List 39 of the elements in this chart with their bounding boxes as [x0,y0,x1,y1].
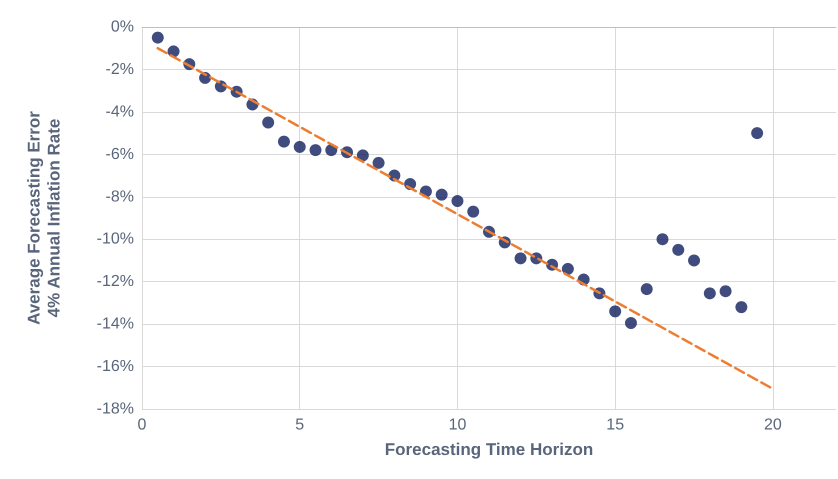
y-tick-label: -6% [106,146,134,163]
point [310,144,322,156]
point [735,301,748,314]
y-tick-label: -4% [106,103,134,120]
y-tick-label: 0% [110,18,134,36]
y-tick-label: -18% [96,400,134,418]
point [672,244,684,256]
point [704,287,716,300]
y-tick-label: -8% [106,188,134,206]
y-axis-title: Average Forecasting Error 4% Annual Inflation Rate [24,110,64,325]
y-tick-label: -16% [96,358,134,376]
x-tick-label: 10 [448,416,466,434]
point [562,262,574,275]
point [656,233,668,246]
point [436,188,448,201]
x-axis-title: Forecasting Time Horizon [384,440,594,459]
point [514,252,527,264]
x-tick-label: 15 [606,416,624,434]
x-tick-label: 20 [764,416,782,434]
point [467,206,480,218]
y-tick-label: -10% [96,230,134,248]
y-tick-label: -14% [96,316,134,333]
y-tick-label: -12% [96,273,134,290]
point [152,32,164,44]
point [372,156,385,169]
point [278,136,290,148]
x-tick-label: 0 [138,416,147,434]
point [688,254,700,266]
point [640,283,653,296]
point [609,305,622,318]
y-tick-label: -2% [106,60,134,78]
point [262,116,274,128]
point [624,317,637,330]
x-tick-label: 5 [295,416,304,434]
point [451,195,464,208]
point [720,285,732,298]
point [356,149,369,162]
point [751,127,764,140]
point [294,140,306,153]
